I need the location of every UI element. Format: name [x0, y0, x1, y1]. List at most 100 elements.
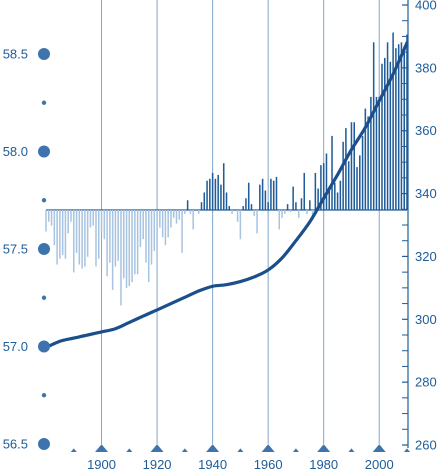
bar-1974	[306, 210, 308, 214]
bar-1980	[322, 163, 325, 210]
bar-1969	[292, 186, 294, 210]
bar-1938	[206, 180, 208, 210]
bar-1939	[209, 178, 211, 210]
bar-1910	[128, 210, 131, 287]
bar-1989	[347, 161, 350, 210]
bar-1923	[164, 210, 167, 246]
bar-1893	[81, 210, 83, 269]
bar-1993	[359, 155, 361, 210]
bars	[45, 32, 408, 306]
bar-1952	[245, 198, 247, 210]
bar-1999	[375, 96, 378, 210]
bar-1958	[261, 178, 264, 210]
bar-1998	[372, 42, 375, 210]
x-minor-marker-1970	[292, 448, 299, 452]
bar-1978	[317, 188, 319, 210]
vertical-gridlines	[101, 0, 380, 444]
bar-1922	[161, 210, 164, 238]
x-minor-marker-2010	[404, 448, 410, 452]
bar-1948	[234, 210, 236, 211]
right-tick-label-380: 380	[415, 60, 437, 75]
bar-1908	[122, 210, 125, 279]
bar-1934	[195, 210, 197, 211]
bar-1972	[300, 198, 303, 210]
bar-2007	[397, 44, 400, 210]
x-major-marker-1960	[261, 444, 275, 452]
bar-1902	[106, 210, 108, 277]
right-tick-label-400: 400	[415, 0, 437, 13]
bar-2004	[389, 61, 392, 210]
left-tick-label-58: 58.0	[3, 144, 28, 159]
bar-2006	[395, 48, 397, 211]
bar-1926	[172, 210, 175, 218]
bar-1949	[236, 210, 239, 222]
bar-1957	[259, 184, 261, 210]
bar-1936	[200, 202, 203, 210]
bar-1891	[75, 210, 78, 253]
bar-1986	[339, 180, 342, 210]
bar-1966	[284, 210, 286, 214]
bar-1886	[61, 210, 64, 255]
right-tick-label-280: 280	[415, 375, 437, 390]
x-tick-label-1920: 1920	[143, 457, 172, 472]
bar-1899	[98, 210, 100, 259]
bar-1951	[242, 206, 244, 210]
bar-1988	[345, 128, 347, 210]
left-tick-marker-58.5	[38, 48, 50, 60]
bar-1917	[147, 210, 150, 283]
concentration-line	[44, 41, 409, 350]
bar-1888	[67, 210, 69, 234]
bar-1960	[267, 202, 269, 210]
left-tick-label-57.5: 57.5	[3, 242, 28, 257]
bar-1940	[211, 172, 214, 210]
bar-1942	[217, 174, 219, 210]
left-tick-marker-57.5	[38, 243, 50, 255]
bar-1928	[178, 210, 181, 220]
bar-1964	[278, 210, 281, 230]
right-tick-label-260: 260	[415, 438, 437, 453]
bar-1920	[156, 210, 158, 249]
bar-2001	[381, 63, 383, 210]
left-minor-marker	[41, 393, 47, 398]
bar-1945	[225, 192, 228, 210]
bottom-axis: 1900 1920 1940 1960 1980 2000	[70, 444, 410, 472]
bar-1915	[142, 210, 144, 240]
bar-1887	[64, 210, 67, 259]
x-tick-label-2000: 2000	[365, 457, 394, 472]
bar-1912	[134, 210, 136, 275]
bar-1914	[139, 210, 142, 248]
bar-1965	[281, 210, 283, 218]
bar-1996	[367, 116, 369, 210]
bar-1884	[56, 210, 58, 265]
bar-2000	[378, 96, 380, 210]
bar-1900	[100, 210, 103, 232]
left-tick-marker-56.5	[38, 438, 50, 450]
x-tick-label-1900: 1900	[87, 457, 116, 472]
x-minor-marker-1890	[70, 448, 77, 452]
bar-1924	[167, 210, 169, 238]
bar-1973	[303, 172, 306, 210]
bar-1927	[175, 210, 178, 224]
bar-1883	[53, 210, 56, 246]
bar-1921	[159, 210, 161, 228]
right-tick-label-300: 300	[415, 312, 437, 327]
bar-1916	[145, 210, 147, 263]
bar-1943	[220, 184, 222, 210]
left-axis: 56.5 57.0 57.5 58.0 58.5	[3, 47, 50, 452]
right-tick-label-340: 340	[415, 186, 437, 201]
bar-1929	[181, 210, 183, 253]
bar-1981	[325, 153, 328, 210]
bar-1895	[86, 210, 89, 257]
bar-1959	[264, 190, 267, 210]
bar-1971	[297, 210, 300, 218]
bar-1932	[189, 210, 192, 214]
bar-1947	[231, 210, 233, 214]
bar-1953	[247, 182, 250, 210]
bar-1925	[170, 210, 172, 228]
bar-1990	[350, 122, 353, 210]
x-minor-marker-1990	[348, 448, 355, 452]
bar-1937	[203, 192, 206, 210]
bar-1909	[125, 210, 128, 288]
x-tick-label-1940: 1940	[198, 457, 227, 472]
